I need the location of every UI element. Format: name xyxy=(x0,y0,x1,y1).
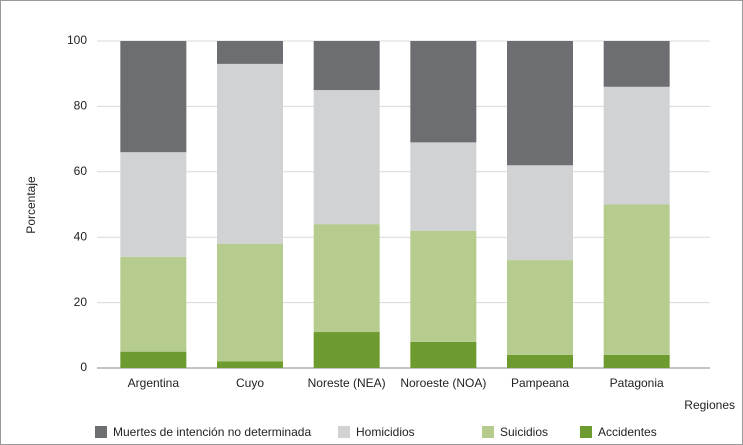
bar-segment xyxy=(217,63,283,244)
bar-segment xyxy=(120,256,187,352)
legend-swatch xyxy=(580,426,592,438)
bar-segment xyxy=(120,41,187,153)
bar-segment xyxy=(410,142,477,231)
y-tick-label: 20 xyxy=(74,295,88,309)
bar-segment xyxy=(507,354,573,368)
y-tick-label: 100 xyxy=(67,33,87,47)
bar-segment xyxy=(603,41,670,87)
y-tick-label: 80 xyxy=(74,99,88,113)
legend-label: Suicidios xyxy=(500,425,548,439)
legend-swatch xyxy=(95,426,107,438)
bar-segment xyxy=(410,230,477,342)
bar-segment xyxy=(603,354,670,368)
bar-segment xyxy=(217,361,283,368)
x-axis-label: Regiones xyxy=(684,398,735,412)
x-tick-label: Patagonia xyxy=(610,376,664,390)
bar-segment xyxy=(313,90,380,225)
bar-segment xyxy=(217,41,283,64)
legend-swatch xyxy=(338,426,350,438)
y-tick-label: 40 xyxy=(74,229,88,243)
y-axis-label: Porcentaje xyxy=(24,176,38,234)
bar-segment xyxy=(313,224,380,333)
legend-label: Homicidios xyxy=(356,425,415,439)
legend-label: Accidentes xyxy=(598,425,657,439)
y-tick-label: 60 xyxy=(74,164,88,178)
x-tick-label: Noreste (NEA) xyxy=(308,376,386,390)
bar-segment xyxy=(507,260,573,355)
legend-swatch xyxy=(482,426,494,438)
x-tick-label: Argentina xyxy=(128,376,180,390)
bar-segment xyxy=(410,341,477,368)
x-tick-label: Pampeana xyxy=(511,376,569,390)
bar-segment xyxy=(603,204,670,355)
bar-segment xyxy=(217,243,283,362)
bar-segment xyxy=(313,41,380,91)
bar-segment xyxy=(507,41,573,166)
bar-segment xyxy=(120,152,187,257)
legend-label: Muertes de intención no determinada xyxy=(113,425,311,439)
bar-segment xyxy=(410,41,477,143)
bar-segment xyxy=(507,165,573,261)
y-tick-label: 0 xyxy=(80,360,87,374)
x-tick-label: Cuyo xyxy=(236,376,264,390)
x-tick-label: Noroeste (NOA) xyxy=(400,376,486,390)
bar-segment xyxy=(313,332,380,368)
bar-segment xyxy=(603,86,670,205)
bar-segment xyxy=(120,351,187,368)
